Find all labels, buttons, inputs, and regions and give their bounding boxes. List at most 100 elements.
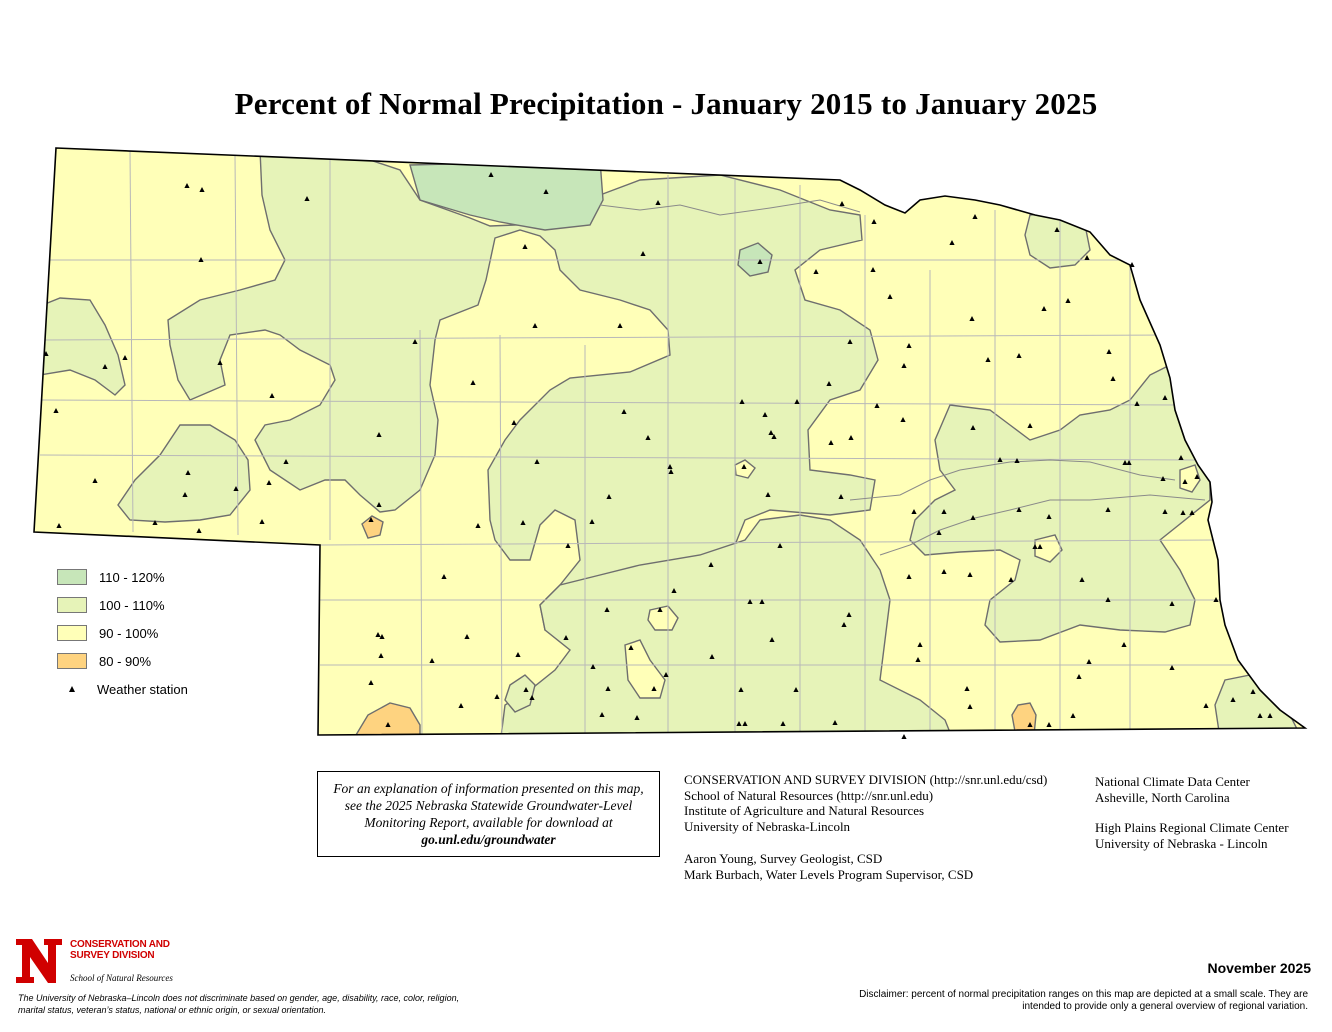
zone-80-90 xyxy=(354,702,421,735)
weather-station-marker xyxy=(1079,577,1085,582)
weather-station-marker xyxy=(668,469,674,474)
weather-station-marker xyxy=(1213,597,1219,602)
weather-station-marker xyxy=(1182,479,1188,484)
weather-station-marker xyxy=(1162,509,1168,514)
zone-90-100-island xyxy=(1034,534,1063,563)
weather-station-marker xyxy=(599,712,605,717)
weather-station-marker xyxy=(663,672,669,677)
weather-station-marker xyxy=(826,381,832,386)
legend-label: 110 - 120% xyxy=(99,569,165,585)
credit-line: Asheville, North Carolina xyxy=(1095,789,1230,805)
weather-station-marker xyxy=(1122,460,1128,465)
weather-station-marker xyxy=(970,425,976,430)
weather-station-marker xyxy=(709,654,715,659)
credit-line: Institute of Agriculture and Natural Res… xyxy=(684,803,925,818)
weather-station-marker xyxy=(874,403,880,408)
weather-station-marker xyxy=(522,244,528,249)
credits-right-2: High Plains Regional Climate Center Univ… xyxy=(1095,820,1289,851)
weather-station-marker xyxy=(1194,474,1200,479)
weather-station-marker xyxy=(871,219,877,224)
weather-station-marker xyxy=(757,259,763,264)
legend-label: 90 - 100% xyxy=(99,625,159,641)
logo-line3: School of Natural Resources xyxy=(70,973,173,983)
legend: 110 - 120% 100 - 110% 90 - 100% 80 - 90%… xyxy=(57,563,188,703)
precip-zones xyxy=(34,148,1305,735)
weather-station-marker xyxy=(368,517,374,522)
weather-station-marker xyxy=(628,645,634,650)
weather-station-marker xyxy=(917,642,923,647)
weather-station-marker xyxy=(970,515,976,520)
weather-station-marker xyxy=(520,520,526,525)
weather-station-marker xyxy=(1046,722,1052,727)
weather-station-marker xyxy=(605,686,611,691)
weather-station-marker xyxy=(606,494,612,499)
weather-station-marker xyxy=(967,704,973,709)
legend-item: 110 - 120% xyxy=(57,563,188,591)
weather-station-marker xyxy=(1037,544,1043,549)
weather-station-marker xyxy=(184,183,190,188)
unl-n-icon xyxy=(16,939,62,983)
weather-station-marker xyxy=(832,720,838,725)
legend-item: 90 - 100% xyxy=(57,619,188,647)
weather-station-marker xyxy=(741,464,747,469)
credits-left: CONSERVATION AND SURVEY DIVISION (http:/… xyxy=(684,772,1047,834)
weather-station-marker xyxy=(1169,665,1175,670)
weather-station-marker xyxy=(901,363,907,368)
legend-swatch-90-100 xyxy=(57,625,87,641)
weather-station-marker xyxy=(1065,298,1071,303)
weather-station-marker xyxy=(780,721,786,726)
zone-90-100-island xyxy=(1179,464,1201,493)
county-lines xyxy=(39,149,1250,735)
publication-date: November 2025 xyxy=(1207,960,1311,976)
weather-station-marker xyxy=(1046,514,1052,519)
legend-item: 100 - 110% xyxy=(57,591,188,619)
weather-station-marker xyxy=(640,251,646,256)
zone-90-100-island xyxy=(624,639,666,699)
weather-station-marker xyxy=(375,632,381,637)
weather-station-marker xyxy=(488,172,494,177)
weather-station-marker xyxy=(870,267,876,272)
weather-station-marker xyxy=(915,657,921,662)
weather-station-marker xyxy=(412,339,418,344)
weather-station-marker xyxy=(900,417,906,422)
weather-station-marker xyxy=(529,695,535,700)
weather-station-marker xyxy=(1203,703,1209,708)
weather-station-marker xyxy=(667,464,673,469)
credit-line: University of Nebraska-Lincoln xyxy=(684,818,851,834)
weather-station-marker xyxy=(102,364,108,369)
weather-station-marker xyxy=(515,652,521,657)
weather-station-marker xyxy=(1084,255,1090,260)
note-text: For an explanation of information presen… xyxy=(333,781,644,830)
weather-station-marker xyxy=(1126,460,1132,465)
weather-station-marker xyxy=(199,187,205,192)
weather-station-marker xyxy=(122,355,128,360)
legend-item: Weather station xyxy=(57,675,188,703)
weather-station-marker xyxy=(1180,510,1186,515)
weather-station-marker xyxy=(429,658,435,663)
weather-station-marker xyxy=(511,420,517,425)
weather-station-marker xyxy=(911,509,917,514)
weather-station-marker xyxy=(589,519,595,524)
report-link[interactable]: go.unl.edu/groundwater xyxy=(421,832,556,847)
weather-station-marker xyxy=(1110,376,1116,381)
weather-station-marker xyxy=(828,440,834,445)
weather-station-marker xyxy=(152,520,158,525)
weather-station-marker xyxy=(1027,722,1033,727)
weather-station-marker xyxy=(1027,423,1033,428)
weather-station-marker xyxy=(906,574,912,579)
weather-station-marker xyxy=(1250,689,1256,694)
explanation-note: For an explanation of information presen… xyxy=(317,771,660,857)
weather-station-marker xyxy=(742,721,748,726)
weather-station-marker xyxy=(56,523,62,528)
weather-station-marker xyxy=(777,543,783,548)
weather-station-marker xyxy=(565,543,571,548)
weather-station-marker xyxy=(671,588,677,593)
weather-station-marker xyxy=(765,492,771,497)
weather-station-marker xyxy=(543,189,549,194)
weather-station-marker xyxy=(1267,713,1273,718)
weather-station-marker xyxy=(1016,353,1022,358)
weather-station-marker xyxy=(967,572,973,577)
weather-station-marker xyxy=(813,269,819,274)
weather-station-marker xyxy=(1169,601,1175,606)
map-title: Percent of Normal Precipitation - Januar… xyxy=(234,86,1098,121)
